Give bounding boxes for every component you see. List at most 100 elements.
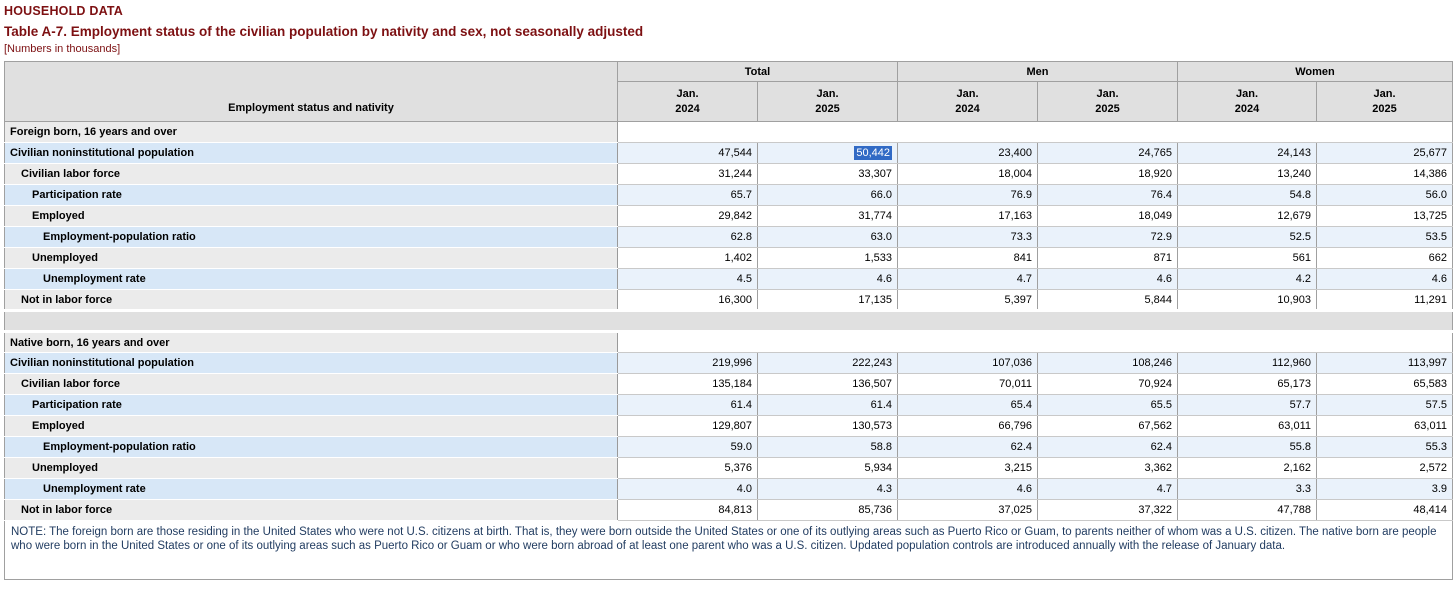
section-separator: [4, 309, 1453, 333]
value-cell: 31,774: [757, 205, 898, 227]
table-row: Civilian noninstitutional population 47,5…: [4, 142, 1453, 164]
row-label: Employed: [4, 415, 618, 437]
section-separator-row: [4, 309, 1453, 333]
value-cell: 55.8: [1177, 436, 1317, 458]
row-label: Civilian labor force: [4, 163, 618, 185]
value-cell: 11,291: [1316, 289, 1453, 311]
value-cell: 4.3: [757, 478, 898, 500]
selected-value: 50,442: [854, 146, 892, 160]
value-cell: 57.7: [1177, 394, 1317, 416]
table-row: Unemployment rate 4.0 4.3 4.6 4.7 3.3 3.9: [4, 478, 1453, 500]
value-cell: 3.9: [1316, 478, 1453, 500]
value-cell: 16,300: [617, 289, 758, 311]
value-cell: 61.4: [757, 394, 898, 416]
value-cell: 662: [1316, 247, 1453, 269]
row-label: Participation rate: [4, 184, 618, 206]
row-label: Employment-population ratio: [4, 226, 618, 248]
value-cell: 108,246: [1037, 352, 1178, 374]
column-header-men-jan-2024: Jan. 2024: [897, 81, 1038, 122]
value-cell: 63,011: [1316, 415, 1453, 437]
value-cell: 53.5: [1316, 226, 1453, 248]
value-cell: 25,677: [1316, 142, 1453, 164]
row-label: Unemployed: [4, 457, 618, 479]
row-label: Civilian noninstitutional population: [4, 352, 618, 374]
value-cell: 1,402: [617, 247, 758, 269]
value-cell: 67,562: [1037, 415, 1178, 437]
column-header-men-jan-2025: Jan. 2025: [1037, 81, 1178, 122]
value-cell: 3,215: [897, 457, 1038, 479]
column-header-total-jan-2025: Jan. 2025: [757, 81, 898, 122]
table-row: Not in labor force 16,300 17,135 5,397 5,844…: [4, 289, 1453, 311]
value-cell: 841: [897, 247, 1038, 269]
value-cell: 136,507: [757, 373, 898, 395]
value-cell: 4.5: [617, 268, 758, 290]
table-row: Civilian labor force 135,184 136,507 70,011…: [4, 373, 1453, 395]
column-header-women-jan-2024: Jan. 2024: [1177, 81, 1317, 122]
value-cell: 561: [1177, 247, 1317, 269]
value-cell: 4.6: [757, 268, 898, 290]
section-header-row: Foreign born, 16 years and over: [4, 121, 1453, 143]
row-label: Unemployed: [4, 247, 618, 269]
value-cell: 57.5: [1316, 394, 1453, 416]
value-cell: 112,960: [1177, 352, 1317, 374]
value-cell: 65.7: [617, 184, 758, 206]
value-cell: 4.6: [1037, 268, 1178, 290]
value-cell: 18,920: [1037, 163, 1178, 185]
value-cell: 4.0: [617, 478, 758, 500]
value-cell: 63.0: [757, 226, 898, 248]
value-cell: 113,997: [1316, 352, 1453, 374]
group-header-men: Men: [897, 61, 1178, 82]
value-cell: 65.4: [897, 394, 1038, 416]
value-cell: 2,572: [1316, 457, 1453, 479]
table-row: Employment-population ratio 59.0 58.8 62.4 6…: [4, 436, 1453, 458]
value-cell: 85,736: [757, 499, 898, 521]
value-cell: 130,573: [757, 415, 898, 437]
table-row: Civilian noninstitutional population 219,…: [4, 352, 1453, 374]
value-cell: 47,788: [1177, 499, 1317, 521]
row-label: Participation rate: [4, 394, 618, 416]
value-cell: 48,414: [1316, 499, 1453, 521]
value-cell: 55.3: [1316, 436, 1453, 458]
value-cell: 65,173: [1177, 373, 1317, 395]
table-row: Unemployed 5,376 5,934 3,215 3,362 2,162 2,572: [4, 457, 1453, 479]
group-header-women: Women: [1177, 61, 1453, 82]
value-cell: 33,307: [757, 163, 898, 185]
value-cell: 23,400: [897, 142, 1038, 164]
row-label: Civilian noninstitutional population: [4, 142, 618, 164]
value-cell: 10,903: [1177, 289, 1317, 311]
value-cell: 65.5: [1037, 394, 1178, 416]
value-cell: 47,544: [617, 142, 758, 164]
value-cell: 4.6: [897, 478, 1038, 500]
value-cell: 58.8: [757, 436, 898, 458]
value-cell: 12,679: [1177, 205, 1317, 227]
value-cell: 59.0: [617, 436, 758, 458]
table-title: Table A-7. Employment status of the civi…: [4, 24, 644, 39]
employment-status-table: Employment status and nativity Total Men…: [4, 61, 1453, 580]
value-cell: 4.7: [897, 268, 1038, 290]
value-cell: 56.0: [1316, 184, 1453, 206]
column-header-total-jan-2024: Jan. 2024: [617, 81, 758, 122]
row-label: Unemployment rate: [4, 478, 618, 500]
value-cell: 3.3: [1177, 478, 1317, 500]
value-cell: 37,322: [1037, 499, 1178, 521]
value-cell: 62.8: [617, 226, 758, 248]
stub-header: Employment status and nativity: [4, 61, 618, 122]
value-cell: 50,442: [757, 142, 898, 164]
value-cell: 13,725: [1316, 205, 1453, 227]
table-row: Unemployed 1,402 1,533 841 871 561 662: [4, 247, 1453, 269]
value-cell: 129,807: [617, 415, 758, 437]
table-row: Civilian labor force 31,244 33,307 18,004 18…: [4, 163, 1453, 185]
value-cell: 37,025: [897, 499, 1038, 521]
value-cell: 18,004: [897, 163, 1038, 185]
value-cell: 4.6: [1316, 268, 1453, 290]
value-cell: 219,996: [617, 352, 758, 374]
value-cell: 2,162: [1177, 457, 1317, 479]
table-row: Participation rate 61.4 61.4 65.4 65.5 57.7 57…: [4, 394, 1453, 416]
value-cell: 70,924: [1037, 373, 1178, 395]
value-cell: 17,135: [757, 289, 898, 311]
value-cell: 73.3: [897, 226, 1038, 248]
value-cell: 13,240: [1177, 163, 1317, 185]
value-cell: 135,184: [617, 373, 758, 395]
value-cell: 76.9: [897, 184, 1038, 206]
